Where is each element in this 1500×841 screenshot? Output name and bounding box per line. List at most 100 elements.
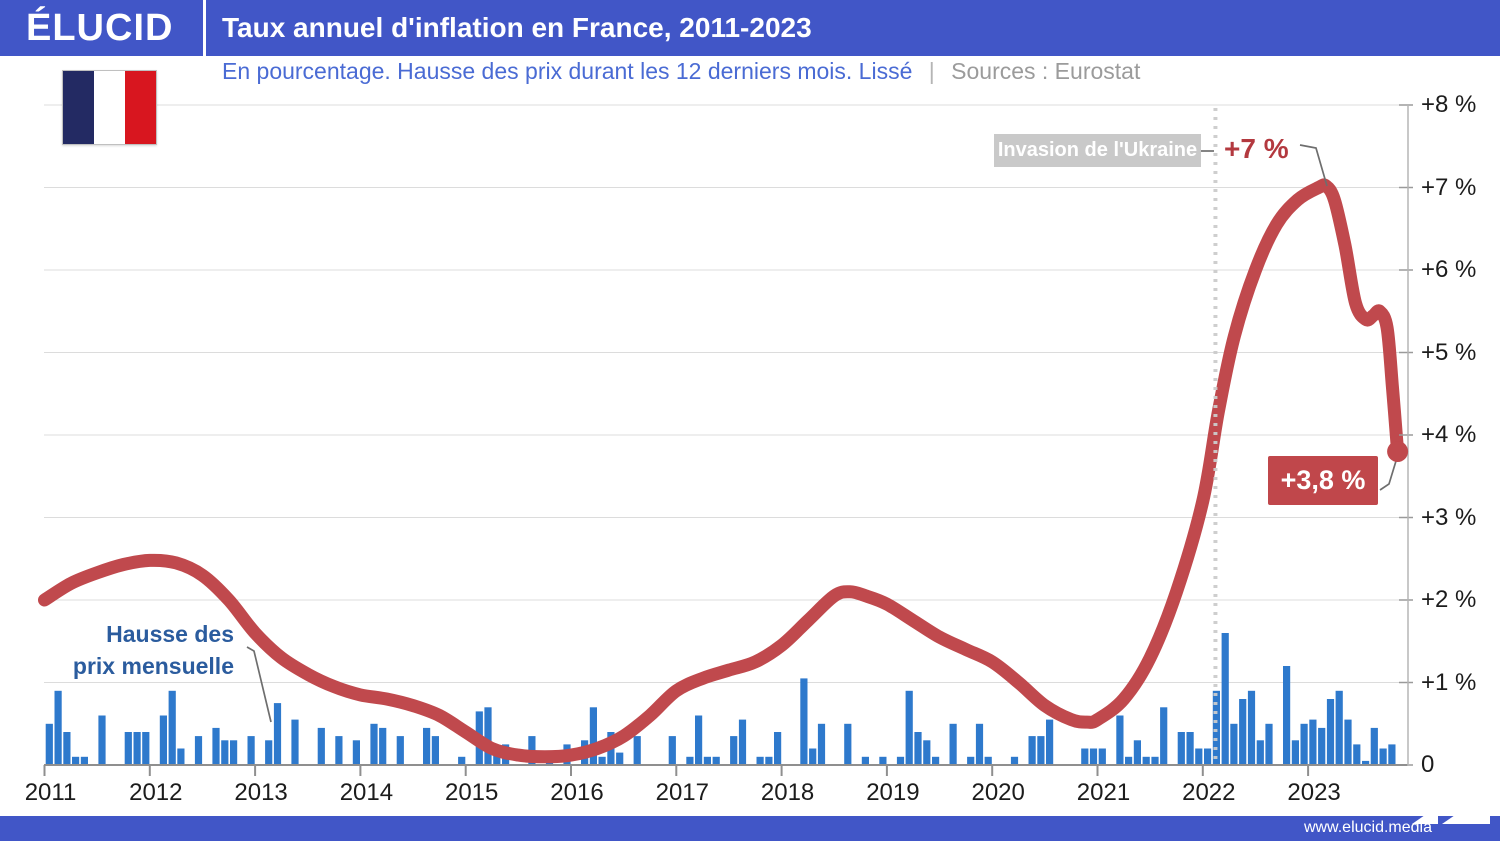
- monthly-bar: [809, 748, 817, 765]
- monthly-bars-annotation-line2: prix mensuelle: [72, 653, 234, 679]
- monthly-bar: [730, 736, 738, 765]
- monthly-bar: [1230, 723, 1238, 766]
- x-axis-label: 2021: [1076, 779, 1131, 806]
- x-axis-label: 2020: [971, 779, 1025, 806]
- monthly-bars-annotation: Hausse des prix mensuelle: [38, 618, 234, 682]
- monthly-bars-annotation-line1: Hausse des: [106, 621, 234, 647]
- monthly-bar: [159, 715, 167, 765]
- monthly-bar: [230, 740, 238, 766]
- monthly-bar: [63, 732, 71, 765]
- monthly-bar: [633, 736, 641, 765]
- monthly-bar: [879, 756, 887, 766]
- monthly-bar: [396, 736, 404, 765]
- monthly-bar: [1098, 748, 1106, 765]
- monthly-bar: [1037, 736, 1045, 765]
- y-axis-label: 0: [1421, 751, 1435, 778]
- monthly-bar: [1089, 748, 1098, 765]
- monthly-bar: [1186, 732, 1194, 765]
- monthly-bar: [668, 736, 676, 765]
- monthly-bar: [72, 756, 80, 766]
- x-axis-label: 2013: [234, 779, 288, 806]
- monthly-bar: [1125, 756, 1133, 766]
- monthly-bar: [861, 756, 869, 766]
- monthly-bar: [431, 736, 439, 765]
- elucid-logo: ÉLUCID: [26, 7, 174, 49]
- y-axis-label: +5 %: [1421, 338, 1477, 366]
- monthly-bar: [273, 703, 282, 765]
- monthly-bar: [80, 756, 88, 766]
- footer-bar: [0, 816, 1500, 841]
- monthly-bar: [370, 723, 378, 766]
- annual-inflation-line: [38, 178, 1405, 764]
- peak-value-label: +7 %: [1224, 133, 1289, 164]
- monthly-bar: [124, 732, 132, 765]
- monthly-bar: [1362, 760, 1370, 765]
- monthly-bar: [905, 690, 913, 766]
- monthly-bar: [695, 715, 703, 765]
- y-axis-label: +3 %: [1421, 503, 1477, 531]
- monthly-bar: [1247, 690, 1256, 766]
- elucid-arrow-icon: [1412, 791, 1490, 824]
- monthly-bar: [247, 736, 255, 765]
- monthly-bar: [949, 723, 957, 766]
- monthly-bar: [800, 678, 808, 765]
- monthly-bar: [616, 752, 624, 765]
- subtitle-source: Sources : Eurostat: [951, 58, 1141, 84]
- subtitle-divider: |: [928, 58, 935, 84]
- monthly-bar: [1344, 719, 1352, 765]
- monthly-bar: [1388, 744, 1396, 765]
- page-title: Taux annuel d'inflation en France, 2011-…: [222, 12, 812, 43]
- monthly-bar: [1116, 715, 1124, 765]
- monthly-bar: [703, 756, 711, 766]
- monthly-bar: [932, 756, 940, 766]
- invasion-label: Invasion de l'Ukraine: [994, 134, 1201, 167]
- monthly-bar: [1177, 732, 1185, 765]
- monthly-bar: [774, 732, 782, 765]
- x-axis-label: 2018: [760, 779, 815, 806]
- x-axis-label: 2012: [129, 779, 183, 806]
- y-axis-label: +1 %: [1421, 668, 1477, 696]
- monthly-bar: [1221, 633, 1229, 765]
- monthly-bar: [98, 715, 106, 765]
- monthly-bar: [1204, 748, 1212, 765]
- x-axis-label: 2016: [550, 779, 604, 806]
- monthly-bar: [896, 756, 905, 766]
- monthly-bar: [1353, 744, 1361, 765]
- monthly-bar: [168, 690, 176, 766]
- monthly-bar: [712, 756, 720, 766]
- monthly-bar: [1326, 699, 1335, 765]
- monthly-bar: [1133, 740, 1141, 766]
- monthly-bar: [212, 727, 220, 765]
- x-axis-label: 2014: [339, 779, 394, 806]
- monthly-bar: [335, 736, 343, 765]
- monthly-bar: [1239, 699, 1247, 765]
- x-axis-label: 2019: [866, 779, 920, 806]
- monthly-bar: [177, 748, 185, 765]
- monthly-bar: [54, 690, 62, 766]
- monthly-bar: [1370, 727, 1378, 765]
- y-axis-label: +2 %: [1421, 586, 1477, 613]
- peak-connector-line: [1299, 144, 1328, 187]
- monthly-bar: [317, 727, 325, 765]
- monthly-bar: [1318, 727, 1326, 765]
- france-flag-icon: [62, 70, 157, 145]
- monthly-bar: [1212, 690, 1220, 766]
- monthly-bar: [493, 752, 501, 765]
- y-axis-label: +4 %: [1421, 421, 1477, 448]
- monthly-bar: [1195, 748, 1203, 765]
- header-separator: [203, 0, 206, 56]
- monthly-bar: [265, 740, 273, 766]
- monthly-bar: [738, 719, 747, 765]
- monthly-bar: [914, 732, 922, 765]
- monthly-bar: [423, 727, 431, 765]
- monthly-bar: [291, 719, 299, 765]
- monthly-bar: [1081, 748, 1089, 765]
- monthly-bar: [379, 727, 387, 765]
- chart-subtitle: En pourcentage. Hausse des prix durant l…: [222, 58, 1140, 85]
- last-value-badge: +3,8 %: [1268, 456, 1378, 505]
- monthly-bar: [1028, 736, 1036, 765]
- monthly-bar: [1160, 707, 1168, 766]
- monthly-bar: [1151, 756, 1159, 766]
- monthly-bar: [817, 723, 826, 766]
